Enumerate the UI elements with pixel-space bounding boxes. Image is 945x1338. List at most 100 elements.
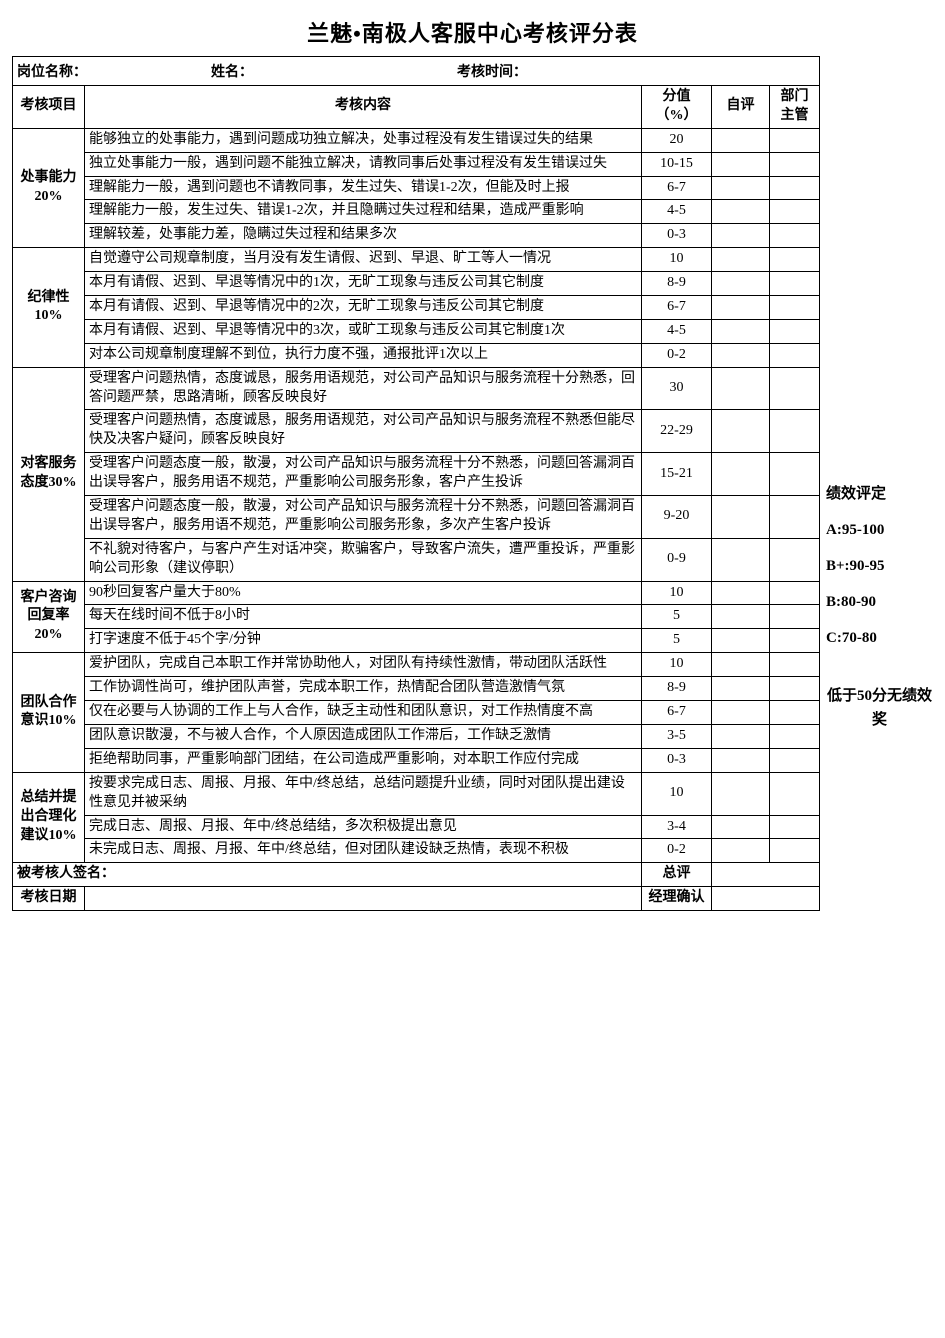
table-row: 本月有请假、迟到、早退等情况中的3次，或旷工现象与违反公司其它制度1次4-5 [13, 319, 820, 343]
category-cell: 客户咨询回复率20% [13, 581, 85, 653]
self-cell[interactable] [712, 839, 770, 863]
mgr-cell[interactable] [770, 629, 820, 653]
mgr-cell[interactable] [770, 343, 820, 367]
category-cell: 总结并提出合理化建议10% [13, 772, 85, 863]
table-row: 工作协调性尚可，维护团队声誉，完成本职工作，热情配合团队营造激情气氛8-9 [13, 677, 820, 701]
mgr-cell[interactable] [770, 410, 820, 453]
page-title: 兰魅•南极人客服中心考核评分表 [12, 16, 933, 48]
table-row: 对客服务态度30%受理客户问题热情，态度诚恳，服务用语规范，对公司产品知识与服务… [13, 367, 820, 410]
mgr-cell[interactable] [770, 453, 820, 496]
content-cell: 理解较差，处事能力差，隐瞒过失过程和结果多次 [85, 224, 642, 248]
content-cell: 受理客户问题态度一般，散漫，对公司产品知识与服务流程十分不熟悉，问题回答漏洞百出… [85, 453, 642, 496]
date-label: 考核日期 [13, 887, 85, 911]
content-cell: 打字速度不低于45个字/分钟 [85, 629, 642, 653]
score-cell: 10 [642, 772, 712, 815]
side-note: 低于50分无绩效奖 [826, 684, 933, 732]
table-row: 本月有请假、迟到、早退等情况中的1次，无旷工现象与违反公司其它制度8-9 [13, 272, 820, 296]
mgr-cell[interactable] [770, 296, 820, 320]
mgr-cell[interactable] [770, 176, 820, 200]
self-cell[interactable] [712, 248, 770, 272]
self-cell[interactable] [712, 748, 770, 772]
content-cell: 团队意识散漫，不与被人合作，个人原因造成团队工作滞后，工作缺乏激情 [85, 724, 642, 748]
mgr-cell[interactable] [770, 772, 820, 815]
mgr-cell[interactable] [770, 677, 820, 701]
score-cell: 3-4 [642, 815, 712, 839]
score-cell: 8-9 [642, 677, 712, 701]
mgr-cell[interactable] [770, 581, 820, 605]
mgr-cell[interactable] [770, 496, 820, 539]
self-cell[interactable] [712, 367, 770, 410]
content-cell: 能够独立的处事能力，遇到问题成功独立解决，处事过程没有发生错误过失的结果 [85, 128, 642, 152]
table-row: 每天在线时间不低于8小时5 [13, 605, 820, 629]
content-cell: 本月有请假、迟到、早退等情况中的2次，无旷工现象与违反公司其它制度 [85, 296, 642, 320]
self-cell[interactable] [712, 410, 770, 453]
score-cell: 0-2 [642, 839, 712, 863]
rating-title: 绩效评定 [826, 476, 933, 512]
self-cell[interactable] [712, 724, 770, 748]
score-cell: 30 [642, 367, 712, 410]
mgr-cell[interactable] [770, 605, 820, 629]
content-cell: 理解能力一般，遇到问题也不请教同事，发生过失、错误1-2次，但能及时上报 [85, 176, 642, 200]
content-cell: 本月有请假、迟到、早退等情况中的1次，无旷工现象与违反公司其它制度 [85, 272, 642, 296]
main-column: 岗位名称： 姓名： 考核时间： 考核项目 考核内容 分值（%） 自评 部门主 [12, 56, 820, 911]
self-cell[interactable] [712, 605, 770, 629]
content-cell: 自觉遵守公司规章制度，当月没有发生请假、迟到、早退、旷工等人一情况 [85, 248, 642, 272]
content-cell: 工作协调性尚可，维护团队声誉，完成本职工作，热情配合团队营造激情气氛 [85, 677, 642, 701]
score-cell: 9-20 [642, 496, 712, 539]
mgr-cell[interactable] [770, 248, 820, 272]
self-cell[interactable] [712, 677, 770, 701]
mgr-cell[interactable] [770, 272, 820, 296]
mgr-cell[interactable] [770, 815, 820, 839]
content-cell: 受理客户问题热情，态度诚恳，服务用语规范，对公司产品知识与服务流程不熟悉但能尽快… [85, 410, 642, 453]
self-cell[interactable] [712, 319, 770, 343]
table-row: 受理客户问题态度一般，散漫，对公司产品知识与服务流程十分不熟悉，问题回答漏洞百出… [13, 496, 820, 539]
mgr-cell[interactable] [770, 367, 820, 410]
self-cell[interactable] [712, 772, 770, 815]
score-cell: 5 [642, 605, 712, 629]
category-cell: 对客服务态度30% [13, 367, 85, 581]
confirm-cell[interactable] [712, 887, 820, 911]
self-cell[interactable] [712, 496, 770, 539]
self-cell[interactable] [712, 453, 770, 496]
self-cell[interactable] [712, 581, 770, 605]
total-cell[interactable] [712, 863, 820, 887]
mgr-cell[interactable] [770, 839, 820, 863]
table-row: 仅在必要与人协调的工作上与人合作，缺乏主动性和团队意识，对工作热情度不高6-7 [13, 701, 820, 725]
mgr-cell[interactable] [770, 724, 820, 748]
table-row: 总结并提出合理化建议10%按要求完成日志、周报、月报、年中/终总结，总结问题提升… [13, 772, 820, 815]
mgr-cell[interactable] [770, 748, 820, 772]
mgr-cell[interactable] [770, 653, 820, 677]
self-cell[interactable] [712, 653, 770, 677]
mgr-cell[interactable] [770, 538, 820, 581]
self-cell[interactable] [712, 272, 770, 296]
self-cell[interactable] [712, 629, 770, 653]
mgr-cell[interactable] [770, 224, 820, 248]
mgr-cell[interactable] [770, 701, 820, 725]
self-cell[interactable] [712, 343, 770, 367]
score-cell: 20 [642, 128, 712, 152]
content-cell: 90秒回复客户量大于80% [85, 581, 642, 605]
self-cell[interactable] [712, 176, 770, 200]
self-cell[interactable] [712, 701, 770, 725]
self-cell[interactable] [712, 152, 770, 176]
category-cell: 处事能力20% [13, 128, 85, 247]
mgr-cell[interactable] [770, 319, 820, 343]
self-cell[interactable] [712, 538, 770, 581]
grade-a: A:95-100 [826, 512, 933, 548]
th-self: 自评 [712, 86, 770, 129]
confirm-label: 经理确认 [642, 887, 712, 911]
evaluation-table: 考核项目 考核内容 分值（%） 自评 部门主管 处事能力20%能够独立的处事能力… [12, 85, 820, 911]
mgr-cell[interactable] [770, 128, 820, 152]
table-body: 处事能力20%能够独立的处事能力，遇到问题成功独立解决，处事过程没有发生错误过失… [13, 128, 820, 863]
table-row: 团队合作意识10%爱护团队，完成自己本职工作并常协助他人，对团队有持续性激情，带… [13, 653, 820, 677]
mgr-cell[interactable] [770, 152, 820, 176]
mgr-cell[interactable] [770, 200, 820, 224]
date-cell[interactable] [85, 887, 642, 911]
self-cell[interactable] [712, 815, 770, 839]
content-cell: 独立处事能力一般，遇到问题不能独立解决，请教同事后处事过程没有发生错误过失 [85, 152, 642, 176]
table-row: 对本公司规章制度理解不到位，执行力度不强，通报批评1次以上0-2 [13, 343, 820, 367]
self-cell[interactable] [712, 224, 770, 248]
self-cell[interactable] [712, 296, 770, 320]
self-cell[interactable] [712, 128, 770, 152]
self-cell[interactable] [712, 200, 770, 224]
